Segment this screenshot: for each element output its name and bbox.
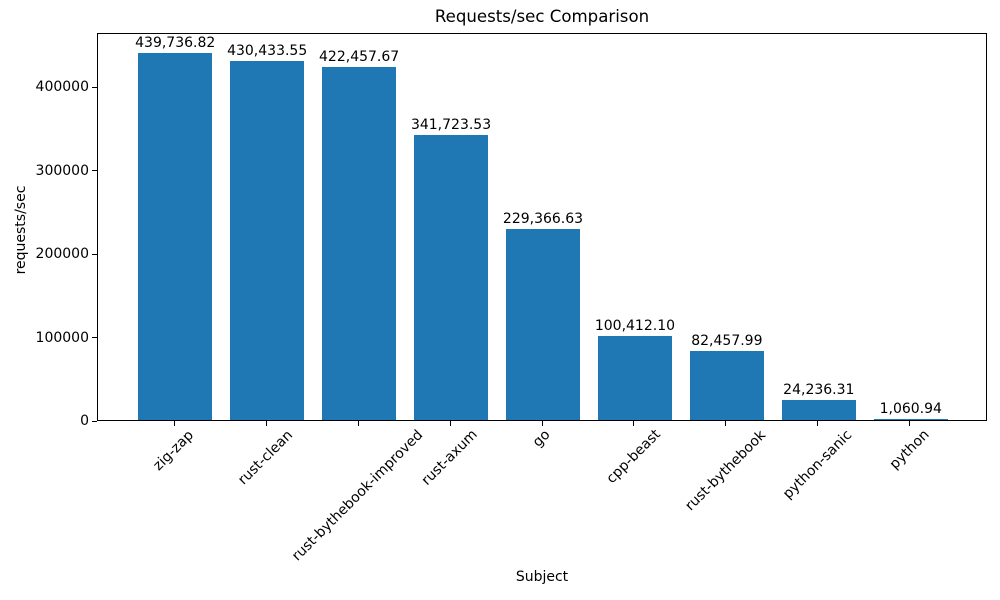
bar [414, 135, 488, 420]
x-tick-label: rust-clean [235, 426, 297, 488]
chart-title: Requests/sec Comparison [434, 7, 650, 26]
bar [230, 61, 304, 420]
bar [598, 336, 672, 420]
x-tick-mark [633, 421, 635, 426]
x-tick-mark [265, 421, 267, 426]
plot-area: 439,736.82 430,433.55 422,457.67 341,723.53… [97, 33, 987, 421]
x-tick-label: python [886, 426, 933, 473]
bar [782, 400, 856, 420]
bar [873, 419, 948, 420]
x-tick-mark [357, 421, 359, 426]
bar [322, 67, 396, 420]
bar-value-label: 24,236.31 [783, 382, 855, 398]
y-tick-mark [92, 253, 97, 255]
y-tick-label: 100000 [35, 329, 89, 346]
x-tick-mark [449, 421, 451, 426]
bar-value-label: 100,412.10 [594, 318, 676, 334]
bar [138, 53, 212, 420]
x-tick-mark [909, 421, 911, 426]
bar [690, 351, 764, 420]
y-tick-mark [92, 170, 97, 172]
y-tick-mark [92, 337, 97, 339]
bar-value-label: 422,457.67 [319, 49, 400, 65]
x-tick-label: rust-bythebook [682, 427, 769, 514]
y-tick-mark [92, 420, 97, 422]
bar-value-label: 82,457.99 [691, 333, 763, 349]
bar-value-label: 1,060.94 [879, 401, 942, 417]
x-tick-mark [173, 421, 175, 426]
y-tick-label: 0 [80, 413, 89, 429]
x-tick-mark [725, 421, 727, 426]
x-tick-label: rust-bythebook-improved [289, 426, 427, 565]
x-tick-label: python-sanic [779, 426, 856, 503]
x-tick-label: zig-zap [150, 426, 198, 474]
y-tick-label: 200000 [35, 246, 89, 263]
y-tick-label: 300000 [35, 162, 89, 179]
x-axis-label: Subject [515, 569, 569, 585]
x-tick-label: rust-axum [418, 427, 481, 490]
x-tick-mark [817, 421, 819, 426]
y-tick-mark [92, 86, 97, 88]
x-tick-mark [541, 421, 543, 426]
bar-value-label: 229,366.63 [502, 211, 584, 227]
bar [506, 229, 580, 420]
bar-value-label: 430,433.55 [227, 43, 308, 59]
bar-value-label: 439,736.82 [135, 35, 216, 51]
bar-value-label: 341,723.53 [410, 117, 492, 133]
x-tick-label: go [529, 426, 554, 451]
x-tick-label: cpp-beast [603, 426, 664, 488]
y-tick-label: 400000 [35, 79, 89, 96]
